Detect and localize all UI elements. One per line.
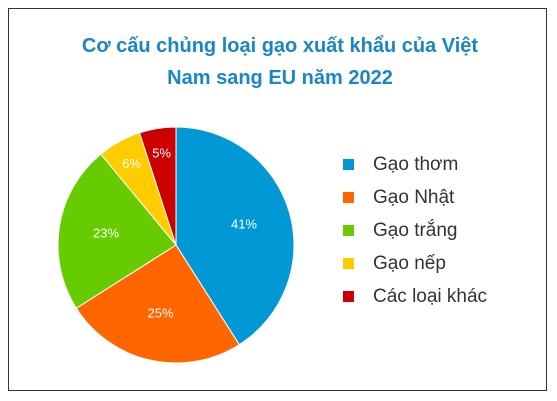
legend-swatch (343, 258, 354, 269)
legend-label: Các loại khác (373, 286, 487, 307)
pie-slice (75, 244, 240, 364)
value-label: 5% (152, 146, 171, 161)
legend-label: Gạo thơm (373, 154, 458, 175)
legend-label: Gạo trắng (373, 219, 458, 241)
value-label: 41% (231, 217, 257, 232)
value-label: 25% (148, 306, 174, 321)
legend-label: Gạo nếp (373, 253, 446, 274)
pie-slice (175, 126, 295, 346)
pie-slice (57, 153, 177, 309)
value-label: 23% (93, 225, 119, 240)
chart-title: Cơ cấu chủng loại gạo xuất khẩu của Việt… (81, 35, 479, 89)
frame (8, 8, 547, 391)
legend-swatch (343, 225, 354, 236)
value-label: 6% (122, 156, 141, 171)
legend-swatch (343, 159, 354, 170)
legend-swatch (343, 291, 354, 302)
pie-slice (138, 126, 177, 246)
legend-label: Gạo Nhật (373, 187, 455, 208)
legend-swatch (343, 192, 354, 203)
